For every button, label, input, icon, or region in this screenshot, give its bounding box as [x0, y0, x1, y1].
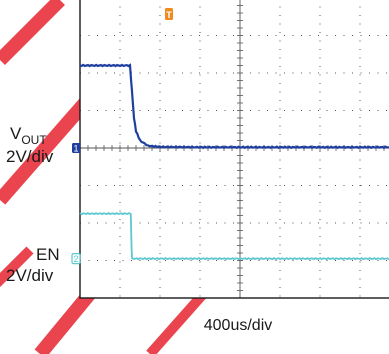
watermark-stripe: [0, 0, 65, 65]
vout-scale: 2V/div: [6, 147, 54, 166]
en-label-main: EN: [36, 245, 60, 264]
time-scale-label: 400us/div: [204, 317, 273, 334]
vout-trace: [79, 63, 389, 150]
trigger-letter: T: [166, 10, 172, 20]
channel-markers: 12: [71, 143, 81, 265]
vout-label: VOUT 2V/div: [6, 124, 54, 166]
en-trace: [79, 212, 389, 261]
watermark-stripe: [0, 246, 34, 288]
en-label: EN 2V/div: [6, 245, 60, 285]
vout-label-sub: OUT: [21, 133, 47, 147]
channel-marker-number: 1: [73, 144, 78, 154]
channel-marker-box: [72, 143, 80, 153]
trigger-marker: T: [165, 8, 173, 20]
vout-label-main: V: [10, 124, 22, 143]
channel-marker-box: [71, 253, 81, 265]
en-scale: 2V/div: [6, 266, 54, 285]
scope-screen: [80, 0, 389, 298]
channel-marker-number: 2: [73, 254, 78, 264]
svg-text:VOUT: VOUT: [10, 124, 47, 147]
